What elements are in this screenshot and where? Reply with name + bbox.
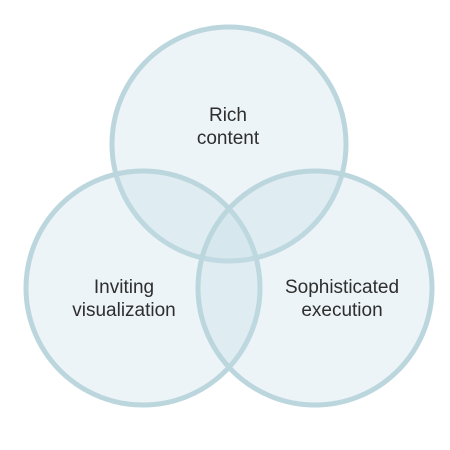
- circle-inviting-visualization: [23, 168, 263, 408]
- label-inviting-visualization-line1: Inviting: [93, 277, 155, 298]
- label-rich-content-line1: Rich: [208, 105, 247, 126]
- label-sophisticated-execution-line1: Sophisticated: [284, 277, 400, 298]
- label-rich-content: Rich content: [178, 104, 278, 150]
- label-rich-content-line2: content: [196, 128, 260, 149]
- circle-rich-content: [109, 24, 349, 264]
- label-sophisticated-execution: Sophisticated execution: [262, 276, 422, 322]
- label-inviting-visualization: Inviting visualization: [44, 276, 204, 322]
- label-sophisticated-execution-line2: execution: [301, 300, 383, 321]
- circle-sophisticated-execution: [195, 168, 435, 408]
- label-inviting-visualization-line2: visualization: [72, 300, 176, 321]
